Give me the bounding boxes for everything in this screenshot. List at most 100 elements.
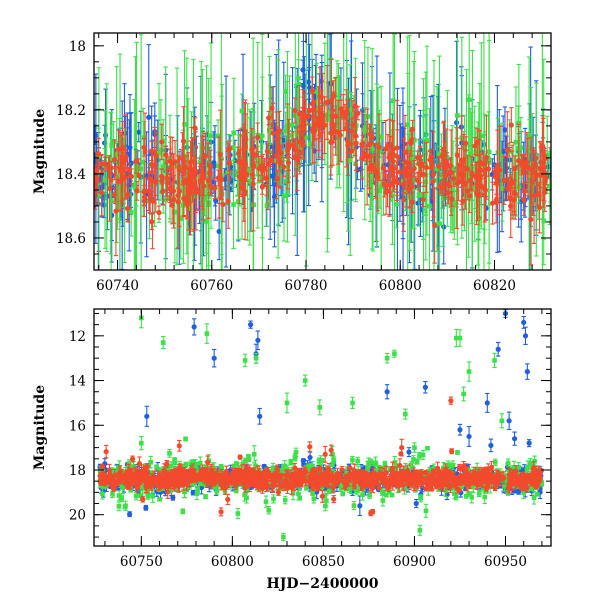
data-point [368, 510, 374, 517]
data-point [437, 479, 443, 491]
data-point [255, 330, 261, 351]
data-point [352, 116, 358, 157]
series-green [97, 309, 545, 542]
data-point [215, 133, 221, 199]
data-point [236, 150, 242, 174]
data-point [113, 165, 119, 257]
data-point [100, 488, 105, 500]
data-point [225, 173, 231, 229]
x-tick-label: 60740 [96, 278, 139, 294]
data-point [524, 363, 530, 380]
data-point [287, 75, 292, 196]
data-point [305, 108, 311, 126]
data-point [506, 411, 512, 431]
data-point [225, 493, 231, 505]
data-point [344, 99, 350, 125]
data-point [473, 161, 480, 226]
data-point [495, 341, 501, 357]
data-point [412, 442, 417, 453]
data-point [524, 478, 530, 484]
data-point [281, 532, 286, 542]
data-point [380, 152, 386, 184]
data-point [408, 461, 414, 470]
data-point [432, 477, 439, 484]
data-point [159, 123, 165, 161]
data-point [484, 392, 490, 413]
data-point [199, 469, 205, 480]
data-point [420, 449, 426, 460]
data-point [275, 488, 282, 496]
data-point [446, 166, 452, 203]
data-point [436, 155, 442, 177]
data-point [242, 464, 248, 478]
data-point [212, 177, 218, 200]
data-point [120, 120, 126, 176]
data-point [286, 140, 292, 156]
x-tick-label: 60750 [120, 554, 163, 570]
data-point [129, 455, 136, 463]
data-point [149, 152, 156, 250]
data-point [183, 436, 188, 442]
data-point [531, 490, 537, 505]
data-point [403, 408, 408, 420]
data-point [111, 186, 117, 203]
data-point [357, 495, 363, 517]
data-point [308, 475, 314, 490]
x-tick-label: 60900 [393, 554, 436, 570]
data-point [520, 471, 526, 477]
data-point [417, 524, 423, 536]
data-point [359, 146, 365, 171]
data-point [328, 444, 334, 456]
data-point [484, 485, 490, 492]
series-red [97, 396, 544, 517]
data-point [317, 399, 323, 416]
data-point [316, 457, 322, 465]
data-point [247, 117, 253, 246]
x-tick-label: 60850 [302, 554, 345, 570]
data-point [379, 487, 385, 496]
data-point [190, 162, 196, 177]
data-point [259, 179, 265, 195]
data-point [153, 131, 159, 181]
data-point [441, 146, 448, 189]
data-point [347, 465, 353, 471]
data-point [190, 489, 196, 496]
data-point [423, 142, 430, 193]
data-point [255, 122, 261, 153]
data-point [422, 380, 428, 394]
data-point [176, 439, 182, 452]
data-point [412, 50, 417, 230]
data-point [347, 64, 353, 256]
data-point [133, 56, 138, 270]
y-tick-label: 12 [69, 329, 86, 345]
data-point [163, 145, 169, 165]
data-point [235, 507, 241, 520]
data-point [123, 500, 128, 511]
axes-frame [93, 308, 552, 547]
data-point [127, 511, 133, 518]
data-point [156, 83, 162, 224]
data-point [269, 86, 275, 130]
data-point [208, 42, 214, 229]
data-point [422, 469, 429, 476]
data-point [284, 392, 290, 414]
data-point [516, 123, 522, 198]
data-point [455, 450, 460, 455]
data-point [94, 152, 100, 205]
data-point [515, 105, 521, 191]
data-point [457, 423, 463, 436]
data-point [466, 425, 472, 447]
data-point [430, 131, 437, 218]
data-point [522, 326, 529, 346]
data-point [285, 479, 291, 490]
data-point [530, 475, 537, 481]
data-point [238, 471, 244, 477]
data-point [413, 498, 419, 509]
data-point [239, 178, 245, 197]
data-point [185, 468, 191, 483]
data-point [246, 456, 252, 463]
data-point [364, 476, 370, 488]
data-point [274, 169, 280, 188]
data-point [434, 86, 440, 253]
data-point [501, 155, 507, 205]
